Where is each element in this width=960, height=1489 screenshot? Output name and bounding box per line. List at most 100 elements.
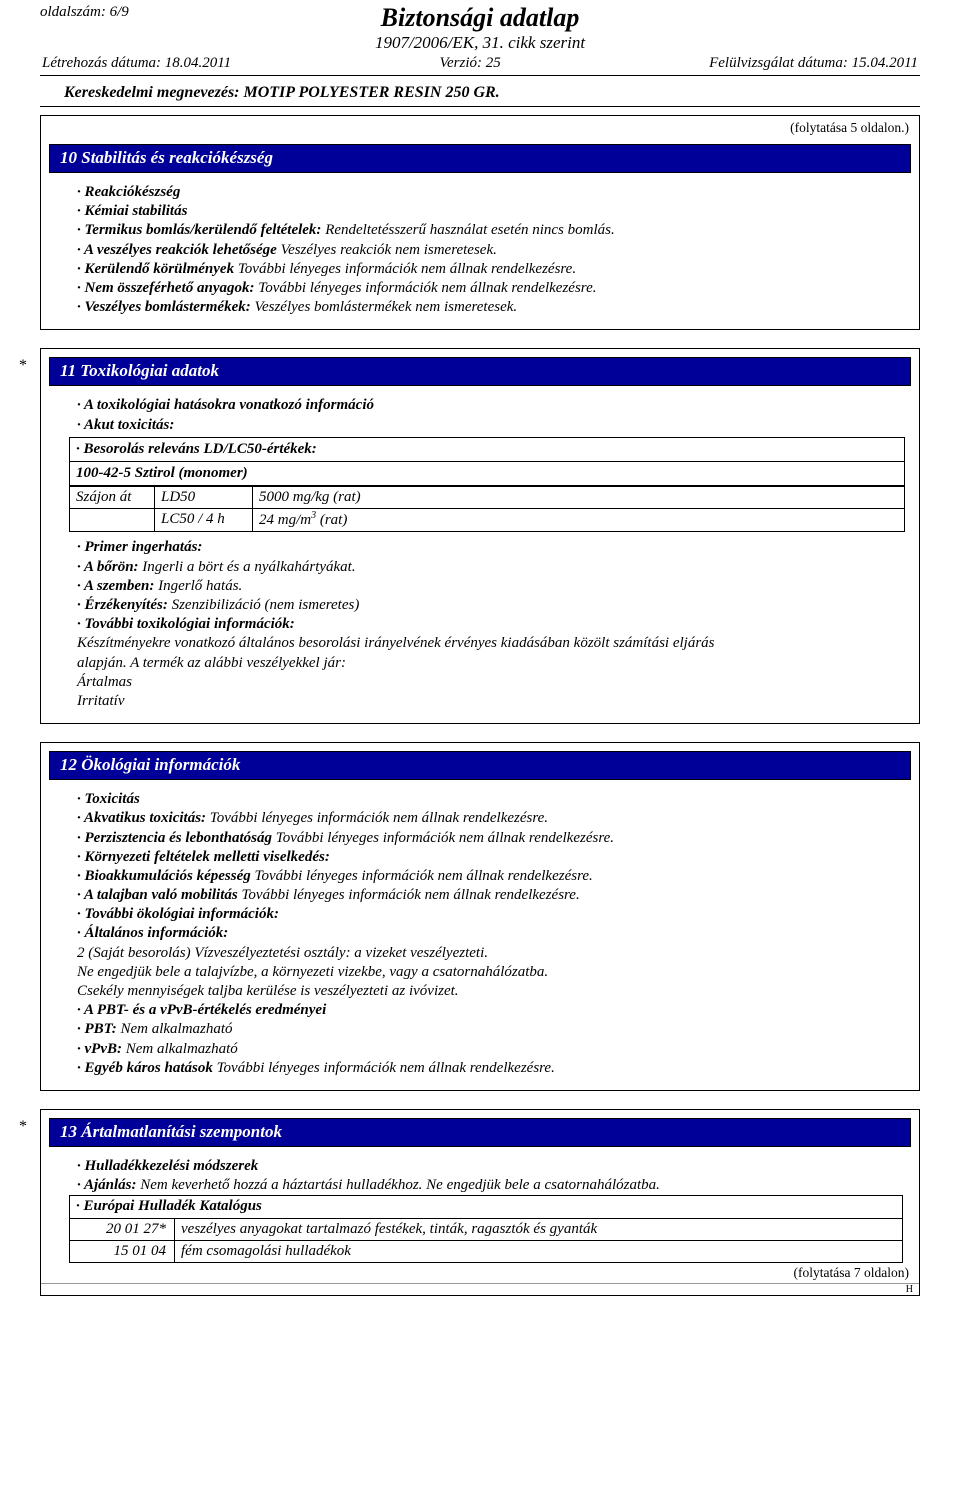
- divider: [40, 106, 920, 107]
- section-11-title: 11 Toxikológiai adatok: [49, 357, 911, 386]
- section-11-plain: alapján. A termék az alábbi veszélyekkel…: [77, 654, 903, 673]
- section-10-box: (folytatása 5 oldalon.) 10 Stabilitás és…: [40, 115, 920, 330]
- section-12-label: · Környezeti feltételek melletti viselke…: [77, 849, 330, 865]
- tox-cell-value: 24 mg/m3 (rat): [253, 509, 905, 532]
- main-title: Biztonsági adatlap: [40, 3, 920, 33]
- section-12-label: · További ökológiai információk:: [77, 906, 279, 922]
- section-10-line: · Veszélyes bomlástermékek: Veszélyes bo…: [77, 298, 903, 317]
- section-10-line: · Kémiai stabilitás: [77, 202, 903, 221]
- section-12-text: További lényeges információk nem állnak …: [206, 810, 548, 826]
- section-12-text: Nem alkalmazható: [122, 1041, 238, 1057]
- section-12-line: · A PBT- és a vPvB-értékelés eredményei: [77, 1001, 903, 1020]
- section-13-body: · Hulladékkezelési módszerek · Ajánlás: N…: [41, 1147, 919, 1265]
- section-12-text: Nem alkalmazható: [117, 1021, 233, 1037]
- created-date: Létrehozás dátuma: 18.04.2011: [42, 55, 231, 72]
- waste-header: · Európai Hulladék Katalógus: [70, 1196, 903, 1218]
- section-12-line: · Akvatikus toxicitás: További lényeges …: [77, 809, 903, 828]
- section-13-label: · Ajánlás:: [77, 1177, 136, 1193]
- product-name: Kereskedelmi megnevezés: MOTIP POLYESTER…: [40, 84, 920, 102]
- page: oldalszám: 6/9 Biztonsági adatlap 1907/2…: [0, 0, 960, 1332]
- section-11-line: · További toxikológiai információk:: [77, 615, 903, 634]
- section-11-label: · További toxikológiai információk:: [77, 616, 295, 632]
- section-10-body: · Reakciókészség · Kémiai stabilitás · Ter…: [41, 173, 919, 329]
- tox-row: LC50 / 4 h24 mg/m3 (rat): [70, 509, 904, 532]
- waste-row: 15 01 04fém csomagolási hulladékok: [70, 1240, 903, 1262]
- section-12-text: További lényeges információk nem állnak …: [251, 868, 593, 884]
- sub-title: 1907/2006/EK, 31. cikk szerint: [40, 33, 920, 53]
- section-12-plain: Csekély mennyiségek taljba kerülése is v…: [77, 982, 903, 1001]
- tox-cell-metric: LC50 / 4 h: [155, 509, 253, 532]
- section-12-label: · Bioakkumulációs képesség: [77, 868, 251, 884]
- section-12-line: · További ökológiai információk:: [77, 905, 903, 924]
- section-10-label: · A veszélyes reakciók lehetősége: [77, 242, 277, 258]
- section-10-label: · Kémiai stabilitás: [77, 203, 187, 219]
- section-12-text: További lényeges információk nem állnak …: [238, 887, 580, 903]
- tox-cell-metric: LD50: [155, 487, 253, 509]
- section-11-line: · Érzékenyítés: Szenzibilizáció (nem ism…: [77, 596, 903, 615]
- section-10-label: · Reakciókészség: [77, 184, 180, 200]
- section-10-line: · A veszélyes reakciók lehetősége Veszél…: [77, 241, 903, 260]
- tox-classification-box: · Besorolás releváns LD/LC50-értékek: 10…: [69, 437, 905, 533]
- section-12-label: · Akvatikus toxicitás:: [77, 810, 206, 826]
- section-11-line: · A szemben: Ingerlő hatás.: [77, 577, 903, 596]
- section-12-label: · Egyéb káros hatások: [77, 1060, 213, 1076]
- asterisk-icon: *: [19, 1118, 27, 1136]
- section-10-title: 10 Stabilitás és reakciókészség: [49, 144, 911, 173]
- section-11-label: · Akut toxicitás:: [77, 417, 174, 433]
- section-11-line: · Akut toxicitás:: [77, 416, 903, 435]
- section-12-line: · A talajban való mobilitás További lény…: [77, 886, 903, 905]
- section-13-label: · Hulladékkezelési módszerek: [77, 1158, 258, 1174]
- section-12-label: · PBT:: [77, 1021, 117, 1037]
- waste-code: 15 01 04: [70, 1240, 175, 1262]
- version: Verzió: 25: [440, 55, 501, 72]
- section-12-line: · Toxicitás: [77, 790, 903, 809]
- waste-text: fém csomagolási hulladékok: [175, 1240, 903, 1262]
- tox-class-header: · Besorolás releváns LD/LC50-értékek:: [70, 438, 904, 462]
- section-12-plain: Ne engedjük bele a talajvízbe, a környez…: [77, 963, 903, 982]
- section-12-line: · Bioakkumulációs képesség További lénye…: [77, 867, 903, 886]
- meta-row: Létrehozás dátuma: 18.04.2011 Verzió: 25…: [40, 55, 920, 72]
- section-12-plain: 2 (Saját besorolás) Vízveszélyeztetési o…: [77, 944, 903, 963]
- section-13-line: · Ajánlás: Nem keverhető hozzá a háztart…: [77, 1176, 903, 1195]
- title-block: Biztonsági adatlap 1907/2006/EK, 31. cik…: [40, 3, 920, 53]
- section-12-label: · A talajban való mobilitás: [77, 887, 238, 903]
- section-10-line: · Kerülendő körülmények További lényeges…: [77, 260, 903, 279]
- section-11-box: * 11 Toxikológiai adatok · A toxikológia…: [40, 348, 920, 724]
- section-12-text: További lényeges információk nem állnak …: [272, 830, 614, 846]
- section-10-label: · Kerülendő körülmények: [77, 261, 234, 277]
- section-11-line: · A bőrön: Ingerli a bört és a nyálkahár…: [77, 558, 903, 577]
- section-12-body: · Toxicitás · Akvatikus toxicitás: Tovább…: [41, 780, 919, 1090]
- section-10-text: További lényeges információk nem állnak …: [254, 280, 596, 296]
- waste-text: veszélyes anyagokat tartalmazó festékek,…: [175, 1218, 903, 1240]
- continuation-bottom: (folytatása 7 oldalon): [41, 1265, 919, 1284]
- tox-cell-route: [70, 509, 155, 532]
- section-11-plain: Ártalmas: [77, 673, 903, 692]
- section-12-line: · Környezeti feltételek melletti viselke…: [77, 848, 903, 867]
- section-10-line: · Termikus bomlás/kerülendő feltételek: …: [77, 221, 903, 240]
- tox-cell-value: 5000 mg/kg (rat): [253, 487, 905, 509]
- section-12-line: · Egyéb káros hatások További lényeges i…: [77, 1059, 903, 1078]
- section-11-label: · A bőrön:: [77, 559, 139, 575]
- section-10-line: · Nem összeférhető anyagok: További lény…: [77, 279, 903, 298]
- section-10-text: Rendeltetésszerű használat esetén nincs …: [321, 222, 614, 238]
- section-12-label: · Toxicitás: [77, 791, 140, 807]
- section-12-line: · Perzisztencia és lebonthatóság További…: [77, 829, 903, 848]
- waste-code: 20 01 27*: [70, 1218, 175, 1240]
- section-12-label: · Perzisztencia és lebonthatóság: [77, 830, 272, 846]
- section-12-text: További lényeges információk nem állnak …: [213, 1060, 555, 1076]
- tox-substance: 100-42-5 Sztirol (monomer): [70, 462, 904, 486]
- section-11-text: Ingerlő hatás.: [154, 578, 242, 594]
- section-13-title: 13 Ártalmatlanítási szempontok: [49, 1118, 911, 1147]
- continuation-top: (folytatása 5 oldalon.): [41, 116, 919, 136]
- section-10-text: További lényeges információk nem állnak …: [234, 261, 576, 277]
- section-12-label: · A PBT- és a vPvB-értékelés eredményei: [77, 1002, 326, 1018]
- section-13-box: * 13 Ártalmatlanítási szempontok · Hulla…: [40, 1109, 920, 1296]
- section-11-body: · A toxikológiai hatásokra vonatkozó inf…: [41, 386, 919, 723]
- section-11-label: · Primer ingerhatás:: [77, 539, 202, 555]
- section-11-plain: Irritatív: [77, 692, 903, 711]
- divider: [40, 75, 920, 76]
- section-11-label: · A szemben:: [77, 578, 154, 594]
- section-11-label: · Érzékenyítés:: [77, 597, 168, 613]
- section-11-line: · Primer ingerhatás:: [77, 538, 903, 557]
- section-10-label: · Nem összeférhető anyagok:: [77, 280, 254, 296]
